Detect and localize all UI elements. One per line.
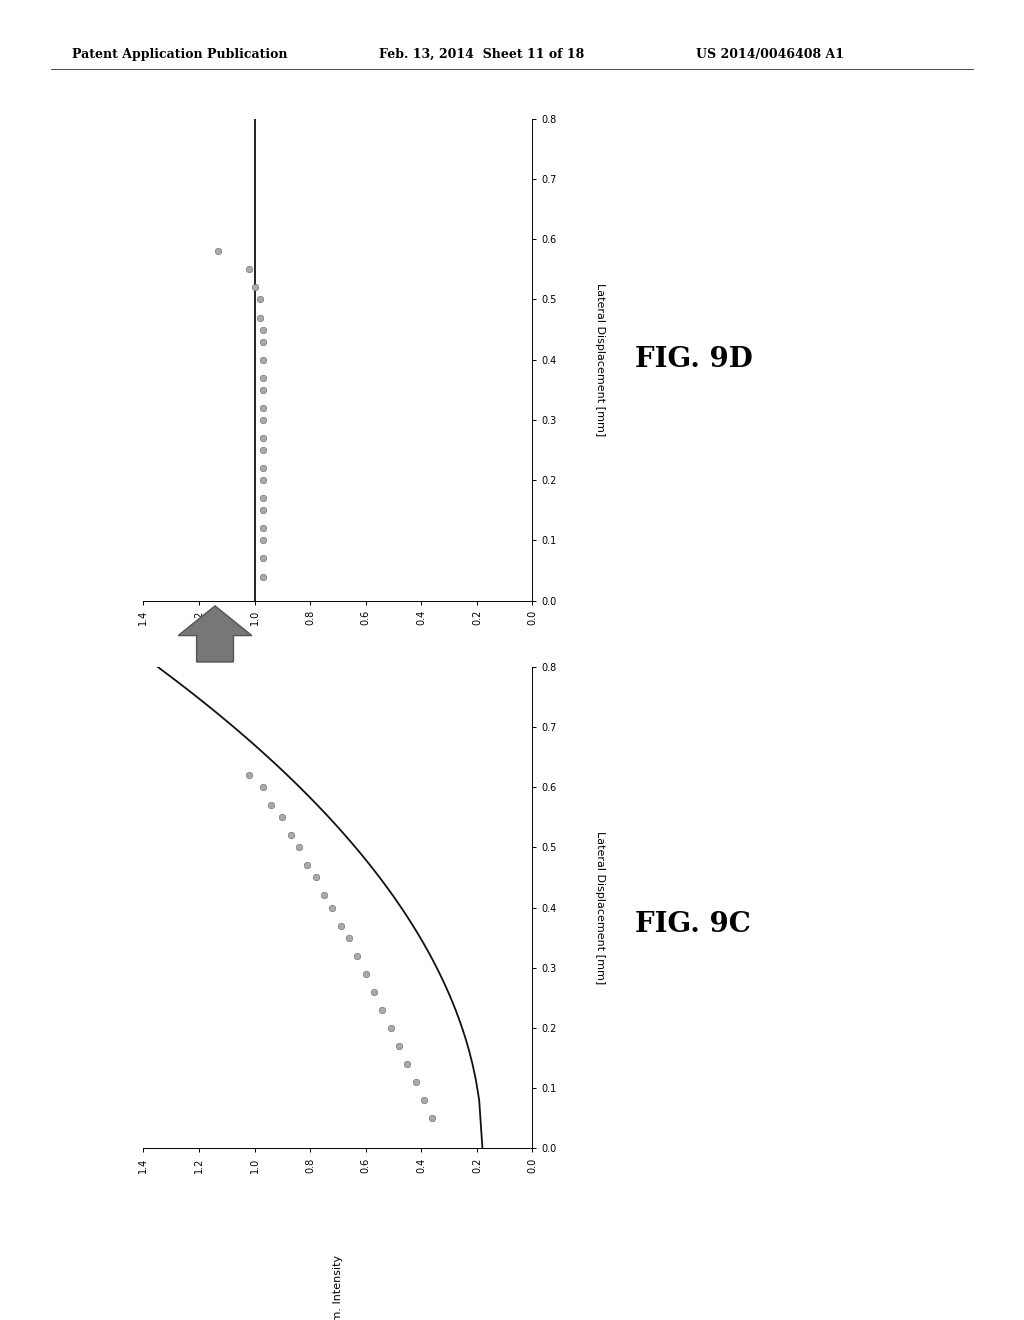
Text: FIG. 9C: FIG. 9C	[635, 911, 751, 937]
X-axis label: Norm. Intensity: Norm. Intensity	[333, 706, 343, 793]
Point	[255, 566, 271, 587]
Point	[255, 379, 271, 400]
Point	[255, 348, 271, 370]
Point	[374, 999, 390, 1020]
Point	[325, 898, 341, 919]
Point	[241, 259, 257, 280]
Point	[255, 331, 271, 352]
Point	[307, 867, 324, 888]
Y-axis label: Lateral Displacement [mm]: Lateral Displacement [mm]	[596, 830, 605, 985]
Point	[255, 548, 271, 569]
Point	[255, 428, 271, 449]
Point	[299, 855, 315, 876]
Point	[255, 458, 271, 479]
Point	[255, 367, 271, 388]
Point	[210, 240, 226, 261]
Text: Feb. 13, 2014  Sheet 11 of 18: Feb. 13, 2014 Sheet 11 of 18	[379, 48, 584, 61]
Point	[263, 795, 280, 816]
Point	[255, 487, 271, 508]
Point	[416, 1090, 432, 1111]
Point	[255, 440, 271, 461]
Point	[255, 500, 271, 521]
FancyArrow shape	[178, 606, 252, 663]
Point	[252, 289, 268, 310]
Point	[252, 308, 268, 329]
X-axis label: Norm. Intensity: Norm. Intensity	[333, 1254, 343, 1320]
Text: US 2014/0046408 A1: US 2014/0046408 A1	[696, 48, 845, 61]
Point	[291, 837, 307, 858]
Point	[255, 319, 271, 341]
Point	[399, 1053, 416, 1074]
Point	[366, 981, 382, 1002]
Point	[349, 945, 366, 966]
Point	[255, 776, 271, 797]
Y-axis label: Lateral Displacement [mm]: Lateral Displacement [mm]	[596, 282, 605, 437]
Point	[255, 470, 271, 491]
Point	[255, 529, 271, 550]
Text: Patent Application Publication: Patent Application Publication	[72, 48, 287, 61]
Point	[341, 927, 357, 948]
Point	[274, 807, 291, 828]
Text: FIG. 9D: FIG. 9D	[635, 346, 753, 372]
Point	[408, 1072, 424, 1093]
Point	[255, 409, 271, 430]
Point	[255, 397, 271, 418]
Point	[255, 517, 271, 539]
Point	[424, 1107, 440, 1129]
Point	[333, 915, 349, 936]
Point	[315, 884, 332, 906]
Point	[247, 277, 263, 298]
Point	[241, 764, 257, 785]
Point	[283, 825, 299, 846]
Point	[383, 1018, 399, 1039]
Point	[391, 1035, 408, 1056]
Point	[357, 964, 374, 985]
